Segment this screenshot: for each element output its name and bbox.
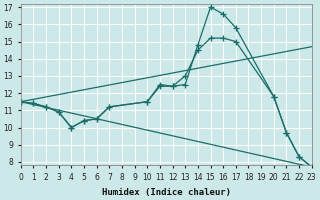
X-axis label: Humidex (Indice chaleur): Humidex (Indice chaleur) [102,188,231,197]
